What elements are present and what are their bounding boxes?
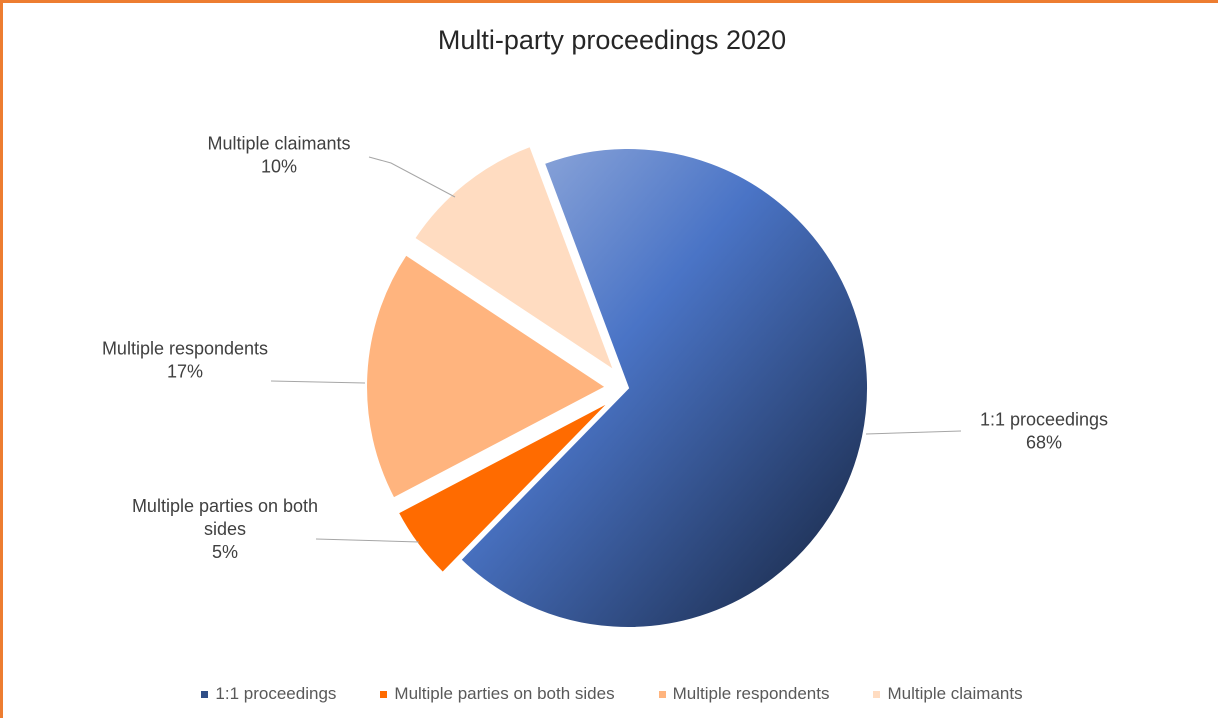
leader-line-1-1-proceedings (865, 430, 962, 435)
legend-item-multiple-claimants: Multiple claimants (873, 684, 1023, 704)
data-label-multiple-respondents: Multiple respondents 17% (102, 339, 268, 382)
legend-swatch (873, 690, 881, 698)
legend-label: Multiple parties on both sides (394, 684, 615, 703)
pie-slice-1-1-proceedings (458, 147, 869, 629)
pie-slice-multiple-respondents (365, 253, 608, 500)
legend-item-multiple-respondents: Multiple respondents (658, 684, 830, 704)
leader-line-multiple-respondents (270, 380, 366, 384)
legend-label: Multiple claimants (887, 684, 1023, 703)
chart-title: Multi-party proceedings 2020 (437, 25, 787, 55)
legend-swatch (380, 690, 388, 698)
legend-label: 1:1 proceedings (215, 684, 337, 703)
legend-swatch (201, 690, 209, 698)
chart-legend: 1:1 proceedings Multiple parties on both … (3, 684, 1218, 704)
legend-label: Multiple respondents (672, 684, 830, 703)
legend-item-multiple-parties-on-both-sides: Multiple parties on both sides (380, 684, 615, 704)
pie-chart: 1:1 proceedings 68% Multiple parties on bo… (102, 134, 1108, 629)
pie-slice-multiple-claimants (412, 144, 617, 374)
legend-swatch (658, 690, 666, 698)
leader-line-multiple-parties-on-both-sides (315, 538, 420, 543)
leader-line-multiple-claimants (368, 156, 456, 198)
data-label-1-1-proceedings: 1:1 proceedings 68% (980, 410, 1108, 453)
pie-slice-multiple-parties-on-both-sides (396, 400, 612, 575)
data-label-multiple-parties-on-both-sides: Multiple parties on both sides 5% (132, 496, 318, 562)
data-label-multiple-claimants: Multiple claimants 10% (207, 134, 350, 177)
legend-item-1-1-proceedings: 1:1 proceedings (201, 684, 336, 704)
